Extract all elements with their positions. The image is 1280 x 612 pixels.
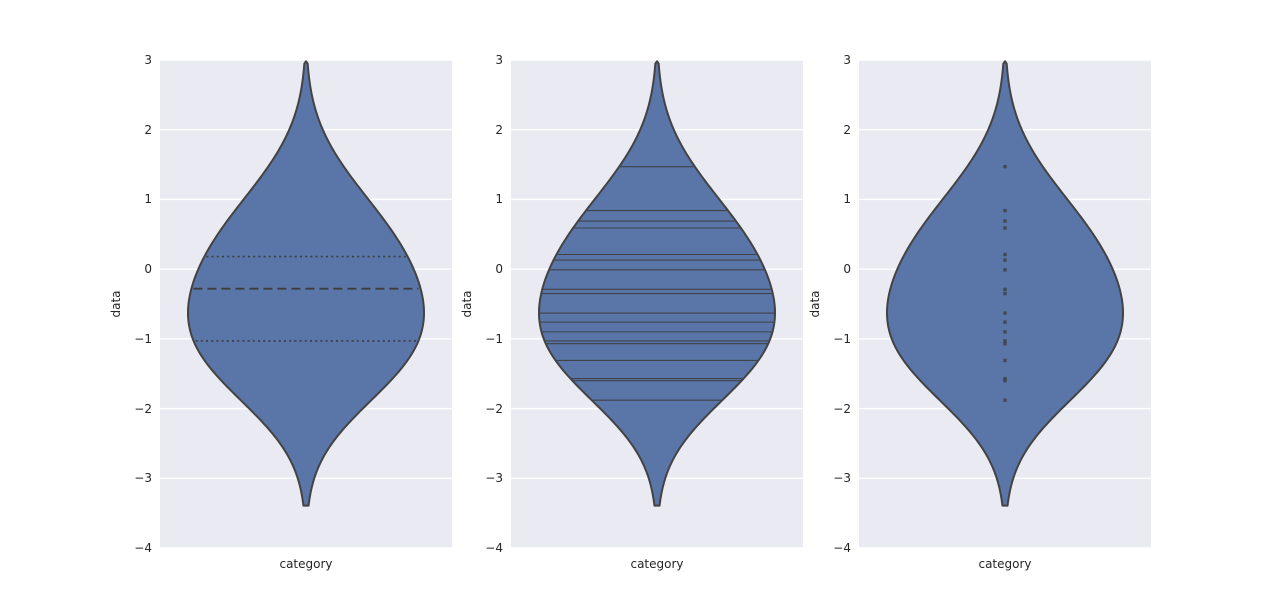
y-tick-label: −3 bbox=[134, 471, 152, 486]
violin-panel-quartiles: data 3 2 1 0 −1 −2 −3 −4 category bbox=[100, 0, 452, 612]
violin-panel-sticks: data 3 2 1 0 −1 −2 −3 −4 category bbox=[451, 0, 803, 612]
violin-shape bbox=[886, 60, 1124, 507]
observation-point bbox=[1003, 311, 1007, 315]
y-tick-label: 0 bbox=[495, 262, 503, 277]
violin-shape bbox=[538, 60, 776, 507]
y-tick-label: 1 bbox=[843, 192, 851, 207]
y-tick-label: 2 bbox=[495, 122, 503, 137]
x-axis-label: category bbox=[279, 557, 333, 571]
y-tick-label: −4 bbox=[833, 541, 851, 555]
violin-chart-quartiles bbox=[160, 59, 452, 549]
observation-point bbox=[1003, 358, 1007, 363]
observation-point bbox=[1003, 258, 1007, 262]
observation-point bbox=[1003, 342, 1007, 346]
observation-point bbox=[1003, 219, 1007, 223]
observation-point bbox=[1003, 287, 1007, 292]
y-tick-label: −2 bbox=[833, 401, 851, 416]
y-tick-label: −3 bbox=[485, 471, 503, 486]
y-tick-label: 1 bbox=[495, 192, 503, 207]
y-tick-label: −1 bbox=[134, 331, 152, 346]
observation-point bbox=[1003, 398, 1007, 402]
observation-point bbox=[1003, 378, 1007, 383]
observation-point bbox=[1003, 252, 1007, 257]
y-tick-label: 3 bbox=[495, 53, 503, 67]
observation-point bbox=[1003, 291, 1007, 296]
observation-point bbox=[1003, 376, 1007, 381]
y-tick-label: −2 bbox=[485, 401, 503, 416]
y-tick-label: 0 bbox=[144, 262, 152, 277]
y-tick-label: −4 bbox=[485, 541, 503, 555]
plot-area-sticks bbox=[511, 59, 803, 549]
violin-shape bbox=[187, 60, 425, 507]
violin-chart-points bbox=[859, 59, 1151, 549]
y-tick-label: −1 bbox=[485, 331, 503, 346]
y-tick-label: 2 bbox=[843, 122, 851, 137]
y-tick-label: 0 bbox=[843, 262, 851, 277]
x-axis-label: category bbox=[630, 557, 684, 571]
x-axis-label: category bbox=[978, 557, 1032, 571]
observation-point bbox=[1003, 208, 1007, 213]
y-tick-label: −2 bbox=[134, 401, 152, 416]
observation-point bbox=[1003, 330, 1007, 334]
y-tick-label: −3 bbox=[833, 471, 851, 486]
observation-point bbox=[1003, 164, 1007, 169]
observation-point bbox=[1003, 339, 1007, 343]
observation-point bbox=[1003, 226, 1007, 230]
plot-area-points bbox=[859, 59, 1151, 549]
violin-chart-sticks bbox=[511, 59, 803, 549]
observation-point bbox=[1003, 268, 1007, 272]
plot-area-quartiles bbox=[160, 59, 452, 549]
y-tick-label: 3 bbox=[843, 53, 851, 67]
y-tick-label: −4 bbox=[134, 541, 152, 555]
violin-panel-points: data 3 2 1 0 −1 −2 −3 −4 category bbox=[799, 0, 1151, 612]
y-tick-label: 1 bbox=[144, 192, 152, 207]
y-tick-label: −1 bbox=[833, 331, 851, 346]
y-tick-label: 3 bbox=[144, 53, 152, 67]
y-tick-label: 2 bbox=[144, 122, 152, 137]
observation-point bbox=[1003, 320, 1007, 324]
